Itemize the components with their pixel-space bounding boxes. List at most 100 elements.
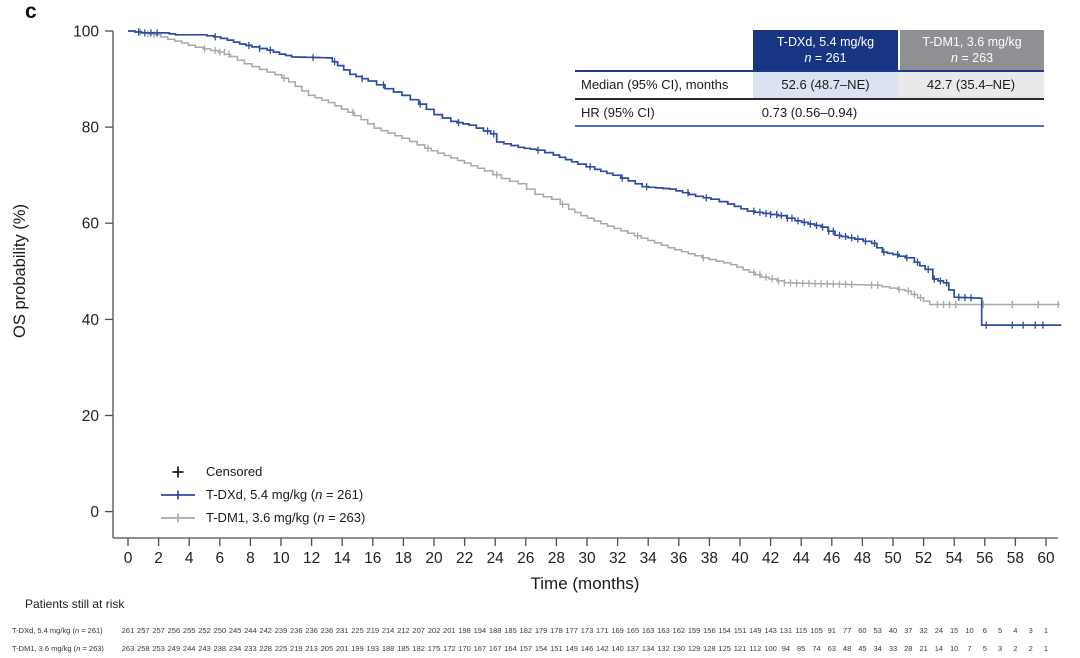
x-tick-label: 58 [1007,550,1024,567]
at-risk-count: 188 [381,644,395,653]
at-risk-count: 244 [182,644,196,653]
at-risk-count: 165 [626,626,640,635]
at-risk-count: 219 [290,644,303,653]
y-tick-label: 0 [90,504,99,521]
at-risk-count: 34 [873,644,882,653]
x-tick-label: 26 [517,550,534,567]
x-tick-label: 34 [640,550,658,567]
x-tick-label: 28 [548,550,565,567]
at-risk-count: 167 [488,644,502,653]
at-risk-count: 94 [781,644,791,653]
at-risk-count: 132 [657,644,670,653]
at-risk-count: 239 [274,626,288,635]
at-risk-count: 37 [904,626,913,635]
at-risk-count: 261 [121,626,135,635]
at-risk-count: 85 [797,644,806,653]
at-risk-count: 143 [764,626,777,635]
at-risk-count: 142 [596,644,609,653]
x-tick-label: 14 [334,550,352,567]
at-risk-count: 105 [810,626,823,635]
at-risk-count: 112 [749,644,762,653]
at-risk-count: 163 [641,626,655,635]
at-risk-title: Patients still at risk [25,597,125,611]
at-risk-count: 140 [611,644,624,653]
x-tick-label: 22 [456,550,473,567]
x-tick-label: 20 [425,550,443,567]
at-risk-count: 77 [842,626,852,635]
at-risk-count: 253 [152,644,165,653]
median-row-label: Median (95% CI), months [581,77,729,92]
at-risk-count: 157 [519,644,533,653]
at-risk-count: 236 [305,626,318,635]
at-risk-count: 60 [858,626,867,635]
x-tick-label: 32 [609,550,626,567]
at-risk-count: 219 [366,626,380,635]
at-risk-count: 149 [749,626,762,635]
x-tick-label: 10 [272,550,290,567]
at-risk-count: 182 [519,626,533,635]
at-risk-count: 236 [320,626,334,635]
at-risk-count: 162 [672,626,686,635]
at-risk-count: 185 [504,626,517,635]
stats-header-spacer [575,30,753,70]
at-risk-count: 154 [718,626,731,635]
at-risk-count: 10 [950,644,959,653]
at-risk-count: 125 [718,644,731,653]
stats-header-tdm1: T-DM1, 3.6 mg/kg n = 263 [898,30,1044,70]
at-risk-count: 137 [626,644,640,653]
at-risk-count: 213 [305,644,318,653]
at-risk-count: 91 [827,626,836,635]
at-risk-count: 5 [998,626,1003,635]
at-risk-count: 121 [733,644,747,653]
stats-header-tdm1-line2: n = 263 [950,51,994,65]
at-risk-count: 188 [488,626,502,635]
stats-header-tdm1-line1: T-DM1, 3.6 mg/kg [922,34,1022,49]
x-tick-label: 8 [246,550,255,567]
at-risk-count: 198 [458,626,471,635]
at-risk-count: 263 [121,644,135,653]
at-risk-count: 24 [934,626,944,635]
at-risk-count: 2 [1013,644,1018,653]
x-tick-label: 0 [124,550,133,567]
y-axis-title: OS probability (%) [11,204,29,338]
at-risk-count: 177 [565,626,578,635]
at-risk-count: 252 [198,626,211,635]
at-risk-count: 175 [427,644,441,653]
stats-table: T-DXd, 5.4 mg/kg n = 261 T-DM1, 3.6 mg/k… [575,30,1044,127]
x-tick-label: 6 [215,550,224,567]
at-risk-count: 258 [137,644,150,653]
at-risk-count: 173 [580,626,594,635]
at-risk-count: 236 [290,626,303,635]
at-risk-count: 21 [919,644,928,653]
at-risk-count: 156 [703,626,716,635]
y-tick-label: 60 [82,216,100,233]
at-risk-count: 5 [982,644,987,653]
at-risk-count: 194 [473,626,487,635]
tdxd-curve [128,30,1062,326]
at-risk-count: 193 [366,644,380,653]
legend-label-censored: Censored [206,464,263,479]
x-tick-label: 42 [762,550,779,567]
hr-row-label: HR (95% CI) [581,105,655,120]
at-risk-count: 256 [167,626,181,635]
rule-under-header [575,70,1044,72]
at-risk-count: 257 [152,626,165,635]
at-risk-count: 1 [1043,626,1049,635]
at-risk-count: 172 [443,644,456,653]
at-risk-count: 2 [1028,644,1033,653]
at-risk-count: 63 [827,644,836,653]
rule-table-bottom [575,125,1044,127]
stats-header-tdxd: T-DXd, 5.4 mg/kg n = 261 [753,30,898,70]
at-risk-count: 202 [427,626,441,635]
hr-value: 0.73 (0.56–0.94) [761,105,858,120]
at-risk-row-tdm1: T-DM1, 3.6 mg/kg (n = 263) 263 258 253 249 2… [0,644,1080,655]
at-risk-count: 249 [167,644,181,653]
at-risk-count: 257 [137,626,150,635]
stats-header-tdxd-line1: T-DXd, 5.4 mg/kg [776,34,875,49]
x-tick-label: 50 [884,550,902,567]
at-risk-count: 7 [967,644,972,653]
at-risk-count: 10 [965,626,974,635]
at-risk-count: 6 [982,626,987,635]
at-risk-count: 130 [672,644,686,653]
y-tick-label: 80 [82,120,100,137]
